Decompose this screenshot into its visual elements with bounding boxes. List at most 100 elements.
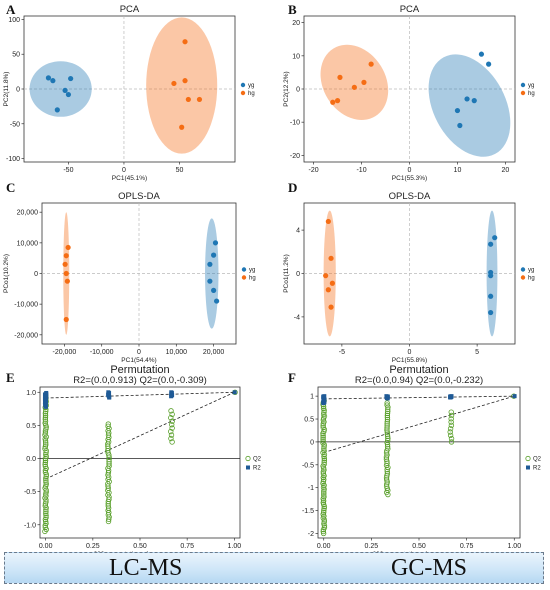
y-tick-label: 0 [296, 87, 300, 94]
data-point [65, 91, 72, 98]
confidence-ellipse [428, 54, 511, 157]
legend-marker [520, 267, 526, 272]
data-point [321, 507, 327, 514]
data-point [211, 252, 217, 258]
data-point [320, 424, 326, 431]
panel-letter: D [288, 180, 297, 195]
data-point [168, 415, 174, 421]
legend-marker [241, 267, 247, 272]
data-point [42, 430, 49, 436]
x-tick-label: 20 [502, 167, 510, 174]
y-tick-label: -4 [294, 314, 300, 321]
data-point [169, 418, 175, 424]
data-point [320, 434, 326, 440]
legend-marker [245, 455, 251, 462]
x-tick-label: 10 [454, 167, 462, 174]
data-point [384, 431, 391, 437]
chart-title: PCA [120, 4, 140, 15]
data-point [65, 244, 71, 251]
legend-marker [241, 275, 247, 280]
data-point [384, 429, 390, 435]
x-axis-label: PC1(55.3%) [392, 175, 427, 182]
data-point [361, 79, 367, 85]
chart-title: PCA [400, 4, 420, 15]
data-point [320, 417, 327, 423]
y-tick-label: -2 [308, 531, 314, 538]
y-tick-label: -1 [308, 485, 314, 492]
x-axis-label: PC1(45.1%) [112, 175, 147, 182]
data-point [329, 280, 336, 286]
series-yg [205, 218, 220, 329]
legend-marker [526, 465, 530, 470]
y-axis-label: PCo1(11.2%) [283, 254, 290, 293]
legend-entry: yg [528, 83, 534, 89]
footer-label-lc-ms: LC-MS [109, 555, 183, 581]
y-tick-label: 1.0 [26, 390, 36, 397]
data-point [384, 423, 390, 429]
data-point [169, 390, 174, 395]
data-point [42, 416, 49, 422]
data-point [68, 75, 74, 82]
x-tick-label: 0 [122, 167, 126, 174]
data-point [42, 410, 49, 417]
data-point [42, 420, 48, 426]
data-point [488, 241, 494, 247]
data-point [488, 293, 494, 299]
data-point [320, 423, 326, 429]
data-point [320, 436, 326, 442]
x-tick-label: 1.00 [228, 543, 242, 550]
data-point [168, 428, 174, 435]
data-point [211, 287, 217, 293]
data-point [212, 240, 219, 246]
x-tick-label: 0.00 [39, 543, 53, 550]
data-point [488, 309, 494, 316]
data-point [383, 477, 390, 483]
legend-entry: yg [249, 268, 255, 274]
legend-entry: R2 [533, 466, 541, 472]
y-axis-label: PCo1(10.2%) [3, 254, 10, 293]
data-point [457, 122, 463, 129]
data-point [105, 423, 111, 430]
y-tick-label: 0 [34, 271, 38, 278]
data-point [384, 433, 391, 439]
series-Q2 [320, 393, 517, 537]
x-tick-label: 20,000 [203, 349, 225, 356]
data-point [232, 390, 237, 395]
plot-frame [39, 386, 241, 539]
legend-entry: yg [248, 83, 254, 89]
data-point [182, 39, 188, 45]
x-tick-label: 0 [408, 349, 412, 356]
data-point [43, 493, 49, 499]
data-point [448, 439, 455, 445]
data-point [169, 425, 175, 431]
data-point [384, 421, 390, 427]
data-point [512, 394, 517, 399]
data-point [179, 124, 185, 130]
panel-letter: E [6, 370, 15, 385]
data-point [42, 463, 49, 470]
data-point [168, 432, 175, 438]
data-point [321, 524, 328, 531]
y-tick-label: 20 [292, 20, 300, 27]
y-tick-label: -20 [290, 153, 300, 160]
data-point [169, 439, 175, 445]
chart-title: Permutation [389, 364, 448, 376]
series-hg [62, 212, 71, 335]
data-point [384, 471, 391, 477]
data-point [321, 409, 327, 415]
data-point [320, 530, 327, 537]
data-point [320, 478, 327, 485]
data-point [384, 441, 391, 448]
data-point [384, 419, 390, 425]
confidence-ellipse [205, 218, 219, 329]
data-point [321, 492, 327, 498]
data-point [42, 469, 49, 476]
legend-marker [520, 90, 526, 96]
legend-entry: Q2 [533, 457, 542, 463]
legend-entry: hg [248, 91, 255, 97]
x-tick-label: 0.50 [133, 543, 147, 550]
panel-letter: F [288, 370, 296, 385]
legend-marker [246, 465, 250, 470]
